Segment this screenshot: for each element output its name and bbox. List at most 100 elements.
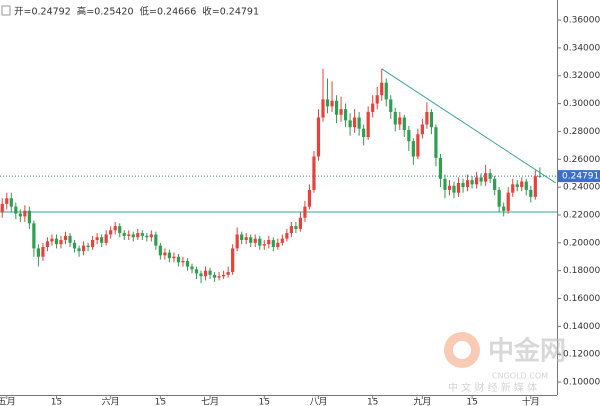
header-value: 开=0.24792 [14,7,71,18]
candle-body [343,109,348,121]
candle-body [488,173,492,179]
y-tick-label: 0.28000 [563,127,600,137]
candle-body [208,270,212,275]
candle-body [289,226,293,234]
candle-body [158,245,162,256]
y-tick-label: 0.32000 [563,71,600,81]
candle-body [420,124,424,135]
candle-body [393,111,397,125]
candle-body [316,117,321,157]
x-tick-label: 15 [367,398,378,406]
candle-body [312,156,316,190]
x-tick-label: 六月 [102,396,120,406]
candle-body [258,238,262,246]
candle-body [0,203,4,213]
candle-body [474,177,479,185]
x-tick-label: 15 [155,398,166,406]
candle-body [334,100,339,115]
candle-body [330,100,334,107]
candle-body [235,234,239,249]
candle-body [45,241,50,247]
y-tick-label: 0.18000 [563,266,600,276]
candle-body [402,117,406,131]
candle-body [100,237,104,243]
header-icon [1,5,11,16]
y-tick-label: 0.20000 [563,238,600,248]
candle-body [203,270,208,277]
candle-body [104,234,108,243]
candle-body [50,238,54,242]
candle-body [425,111,429,125]
candle-body [95,237,99,241]
candle-body [249,237,253,243]
candle-body [353,117,357,128]
y-tick-label: 0.22000 [563,210,600,220]
x-tick-label: 五月 [0,397,16,406]
candle-body [407,130,411,142]
candle-body [185,260,190,267]
last-price-tag [558,170,600,183]
y-tick-label: 0.14000 [563,322,600,332]
candle-body [271,240,275,247]
candle-body [127,234,131,236]
header: 开=0.24792 高=0.25420 低=0.24666 收=0.24791 [14,6,259,18]
header-value: 高=0.25420 [77,6,134,18]
candle-body [77,248,81,252]
candle-body [307,189,312,207]
candle-body [411,141,415,157]
x-tick-label: 15 [51,398,62,406]
candle-body [452,185,456,193]
candle-body [109,230,113,235]
candle-body [380,82,384,96]
candle-body [303,206,307,218]
x-tick-label: 九月 [413,397,431,406]
candle-body [149,234,153,238]
candle-body [18,213,22,217]
candle-body [484,173,488,182]
y-tick-label: 0.34000 [563,43,600,53]
candle-body [244,237,248,241]
candle-body [443,178,447,190]
candle-body [140,233,144,236]
candle-body [434,127,438,158]
candle-body [348,120,352,128]
candle-body [267,240,271,245]
candle-body [456,182,461,193]
candle-body [362,128,366,138]
candle-body [321,99,325,118]
candle-body [529,189,533,197]
candle-body [36,248,40,257]
candle-body [172,256,176,259]
candle-body [222,274,226,277]
candle-body [325,99,330,107]
candle-body [63,235,68,241]
x-tick-label: 15 [259,398,270,406]
candle-body [72,242,77,249]
candle-body [154,234,158,246]
candle-body [54,238,59,245]
candle-body [389,99,393,112]
y-tick-label: 0.12000 [563,350,600,360]
candle-body [145,235,149,238]
candle-body [199,273,203,277]
candle-body [212,274,217,278]
candle-body [298,217,303,229]
candle-body [9,198,13,207]
candle-body [23,210,27,217]
candle-body [398,117,402,125]
candle-body [27,210,31,224]
candle-body [68,235,72,243]
candle-body [339,109,343,115]
watermark-slogan: 中 文 财 经 新 媒 体 [448,381,537,394]
candle-body [113,226,117,231]
candle-body [357,117,361,129]
candle-body [438,157,443,179]
candle-body [371,103,375,112]
candle-body [375,95,379,104]
trendline [381,68,556,184]
candle-body [81,245,86,252]
candle-body [447,185,452,190]
candle-body [465,180,470,188]
candle-body [520,181,524,188]
